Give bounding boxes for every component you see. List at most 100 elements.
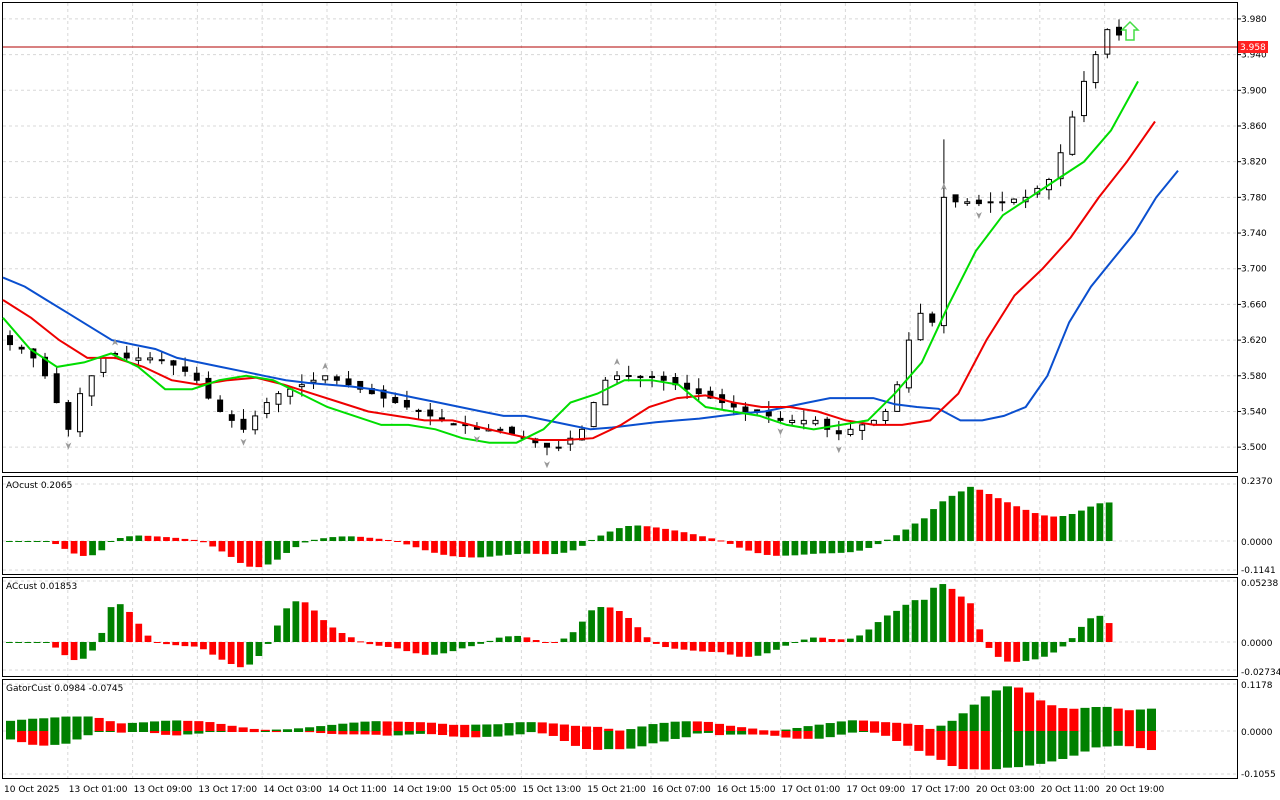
ac-bar xyxy=(403,642,411,652)
ac-bar xyxy=(532,640,540,642)
gator-lower-bar xyxy=(238,731,248,732)
time-tick-label: 15 Oct 21:00 xyxy=(587,785,646,795)
ao-bar xyxy=(976,489,984,541)
ao-bar xyxy=(237,541,244,563)
ao-bar xyxy=(153,536,161,541)
candle xyxy=(684,374,691,399)
ao-bar xyxy=(329,537,337,541)
candle-body xyxy=(427,409,434,417)
candle xyxy=(835,420,842,441)
ac-bar xyxy=(218,642,226,660)
gator-lower-bar xyxy=(1069,731,1079,756)
gator-upper-bar xyxy=(172,720,182,731)
ac-bar xyxy=(347,637,355,642)
ao-bar xyxy=(874,541,882,545)
gator-upper-bar xyxy=(759,730,769,732)
ac-bar xyxy=(578,621,586,642)
candle xyxy=(1069,110,1076,156)
ao-bar xyxy=(477,541,485,558)
gator-upper-bar xyxy=(1036,700,1046,731)
candle-body xyxy=(555,446,562,449)
ac-bar xyxy=(338,633,346,642)
ac-bar xyxy=(449,642,457,652)
candle xyxy=(812,416,819,426)
candle xyxy=(555,439,562,452)
gator-upper-bar xyxy=(537,722,547,731)
candle-body xyxy=(88,375,95,397)
ao-bar xyxy=(135,535,143,541)
ao-bar xyxy=(680,532,688,541)
candle xyxy=(905,332,912,393)
ao-bar xyxy=(246,541,254,567)
ac-bar xyxy=(153,642,161,643)
ac-bar xyxy=(181,642,189,647)
gator-upper-bar xyxy=(526,722,536,731)
ao-bar xyxy=(643,526,651,541)
gator-lower-bar xyxy=(382,731,392,736)
gator-lower-bar xyxy=(582,731,592,750)
ao-bar xyxy=(625,525,632,541)
ac-bar xyxy=(33,642,41,643)
ao-bar xyxy=(883,539,891,541)
ac-bar xyxy=(1022,642,1030,661)
candle xyxy=(403,390,410,410)
candle xyxy=(53,366,60,404)
ao-panel[interactable] xyxy=(2,476,1238,575)
candle xyxy=(298,374,305,397)
gator-lower-bar xyxy=(260,731,270,732)
ao-bar xyxy=(634,525,642,541)
fractal-down-icon xyxy=(835,446,842,454)
ac-bar xyxy=(98,632,106,642)
gator-lower-bar xyxy=(39,731,49,746)
ao-bar xyxy=(200,541,207,543)
ac-bar xyxy=(1013,642,1021,662)
gator-upper-bar xyxy=(925,728,935,731)
gator-upper-bar xyxy=(1014,687,1024,731)
ao-bar xyxy=(79,541,87,556)
gator-lower-bar xyxy=(349,731,359,735)
ac-bar xyxy=(301,602,309,642)
gator-upper-bar xyxy=(781,729,791,731)
candle-body xyxy=(940,196,947,327)
ac-bar xyxy=(514,635,522,642)
ao-bar xyxy=(791,541,799,556)
ac-bar xyxy=(569,632,577,642)
ao-bar xyxy=(1004,502,1011,541)
candle-body xyxy=(392,396,399,404)
gator-lower-bar xyxy=(1135,731,1145,749)
candle-body xyxy=(929,313,936,323)
ac-bar xyxy=(976,629,984,642)
ac-bar xyxy=(615,610,623,642)
gator-lower-bar xyxy=(1080,731,1090,752)
ac-bar xyxy=(246,642,254,665)
gator-lower-bar xyxy=(1025,731,1035,766)
gator-upper-bar xyxy=(570,725,580,731)
gator-upper-bar xyxy=(1102,706,1112,731)
ac-bar xyxy=(468,642,475,647)
ac-bar xyxy=(61,642,69,656)
gator-lower-bar xyxy=(460,731,470,738)
ao-bar xyxy=(699,536,706,541)
ao-bar xyxy=(1050,516,1058,541)
gator-lower-bar xyxy=(294,731,304,732)
ao-bar xyxy=(726,541,734,544)
price-panel[interactable] xyxy=(2,2,1238,473)
gator-lower-bar xyxy=(759,731,769,735)
ac-bar xyxy=(200,642,207,650)
ao-bar xyxy=(274,541,281,560)
candle xyxy=(882,408,889,425)
candle-body xyxy=(1010,198,1017,203)
candle-body xyxy=(205,377,212,399)
gator-lower-bar xyxy=(737,731,747,735)
ao-bar xyxy=(1078,510,1085,541)
candle-body xyxy=(263,402,270,415)
ac-bar xyxy=(486,640,494,642)
price-tick-label: 3.500 xyxy=(1241,443,1267,453)
gator-upper-bar xyxy=(50,717,60,731)
time-tick-label: 14 Oct 11:00 xyxy=(328,785,387,795)
ao-bar xyxy=(736,541,743,548)
gator-lower-bar xyxy=(604,731,614,750)
gator-lower-bar xyxy=(1146,731,1156,751)
ao-bar xyxy=(615,528,623,541)
ao-bar xyxy=(671,530,679,541)
